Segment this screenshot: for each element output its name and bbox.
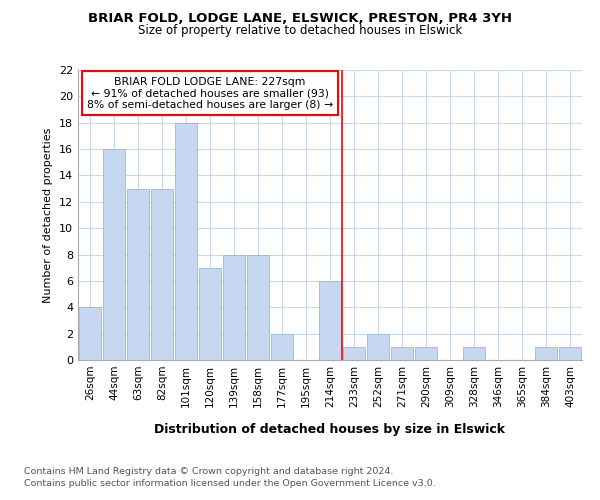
Text: BRIAR FOLD LODGE LANE: 227sqm
← 91% of detached houses are smaller (93)
8% of se: BRIAR FOLD LODGE LANE: 227sqm ← 91% of d… bbox=[87, 76, 333, 110]
Text: Distribution of detached houses by size in Elswick: Distribution of detached houses by size … bbox=[155, 422, 505, 436]
Bar bbox=[247, 254, 269, 360]
Bar bbox=[199, 268, 221, 360]
Text: Contains public sector information licensed under the Open Government Licence v3: Contains public sector information licen… bbox=[24, 479, 436, 488]
Bar bbox=[391, 347, 413, 360]
Text: Contains HM Land Registry data © Crown copyright and database right 2024.: Contains HM Land Registry data © Crown c… bbox=[24, 468, 394, 476]
Bar bbox=[415, 347, 437, 360]
Text: Size of property relative to detached houses in Elswick: Size of property relative to detached ho… bbox=[138, 24, 462, 37]
Bar bbox=[151, 188, 173, 360]
Bar bbox=[367, 334, 389, 360]
Bar bbox=[103, 149, 125, 360]
Bar bbox=[559, 347, 581, 360]
Bar bbox=[127, 188, 149, 360]
Bar bbox=[79, 308, 101, 360]
Bar bbox=[463, 347, 485, 360]
Bar bbox=[271, 334, 293, 360]
Bar bbox=[343, 347, 365, 360]
Y-axis label: Number of detached properties: Number of detached properties bbox=[43, 128, 53, 302]
Text: BRIAR FOLD, LODGE LANE, ELSWICK, PRESTON, PR4 3YH: BRIAR FOLD, LODGE LANE, ELSWICK, PRESTON… bbox=[88, 12, 512, 26]
Bar bbox=[223, 254, 245, 360]
Bar bbox=[175, 122, 197, 360]
Bar bbox=[319, 281, 341, 360]
Bar bbox=[535, 347, 557, 360]
